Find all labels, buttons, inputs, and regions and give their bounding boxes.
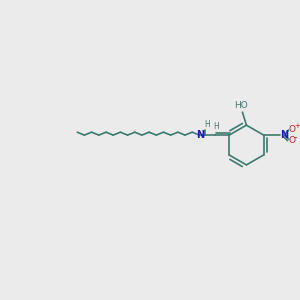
Text: -: -: [294, 132, 297, 142]
Text: O: O: [289, 136, 296, 145]
Text: +: +: [294, 123, 300, 129]
Text: HO: HO: [235, 101, 248, 110]
Text: O: O: [289, 124, 296, 134]
Text: H: H: [205, 120, 210, 129]
Text: N: N: [280, 130, 289, 140]
Text: N: N: [196, 130, 204, 140]
Text: H: H: [213, 122, 219, 131]
